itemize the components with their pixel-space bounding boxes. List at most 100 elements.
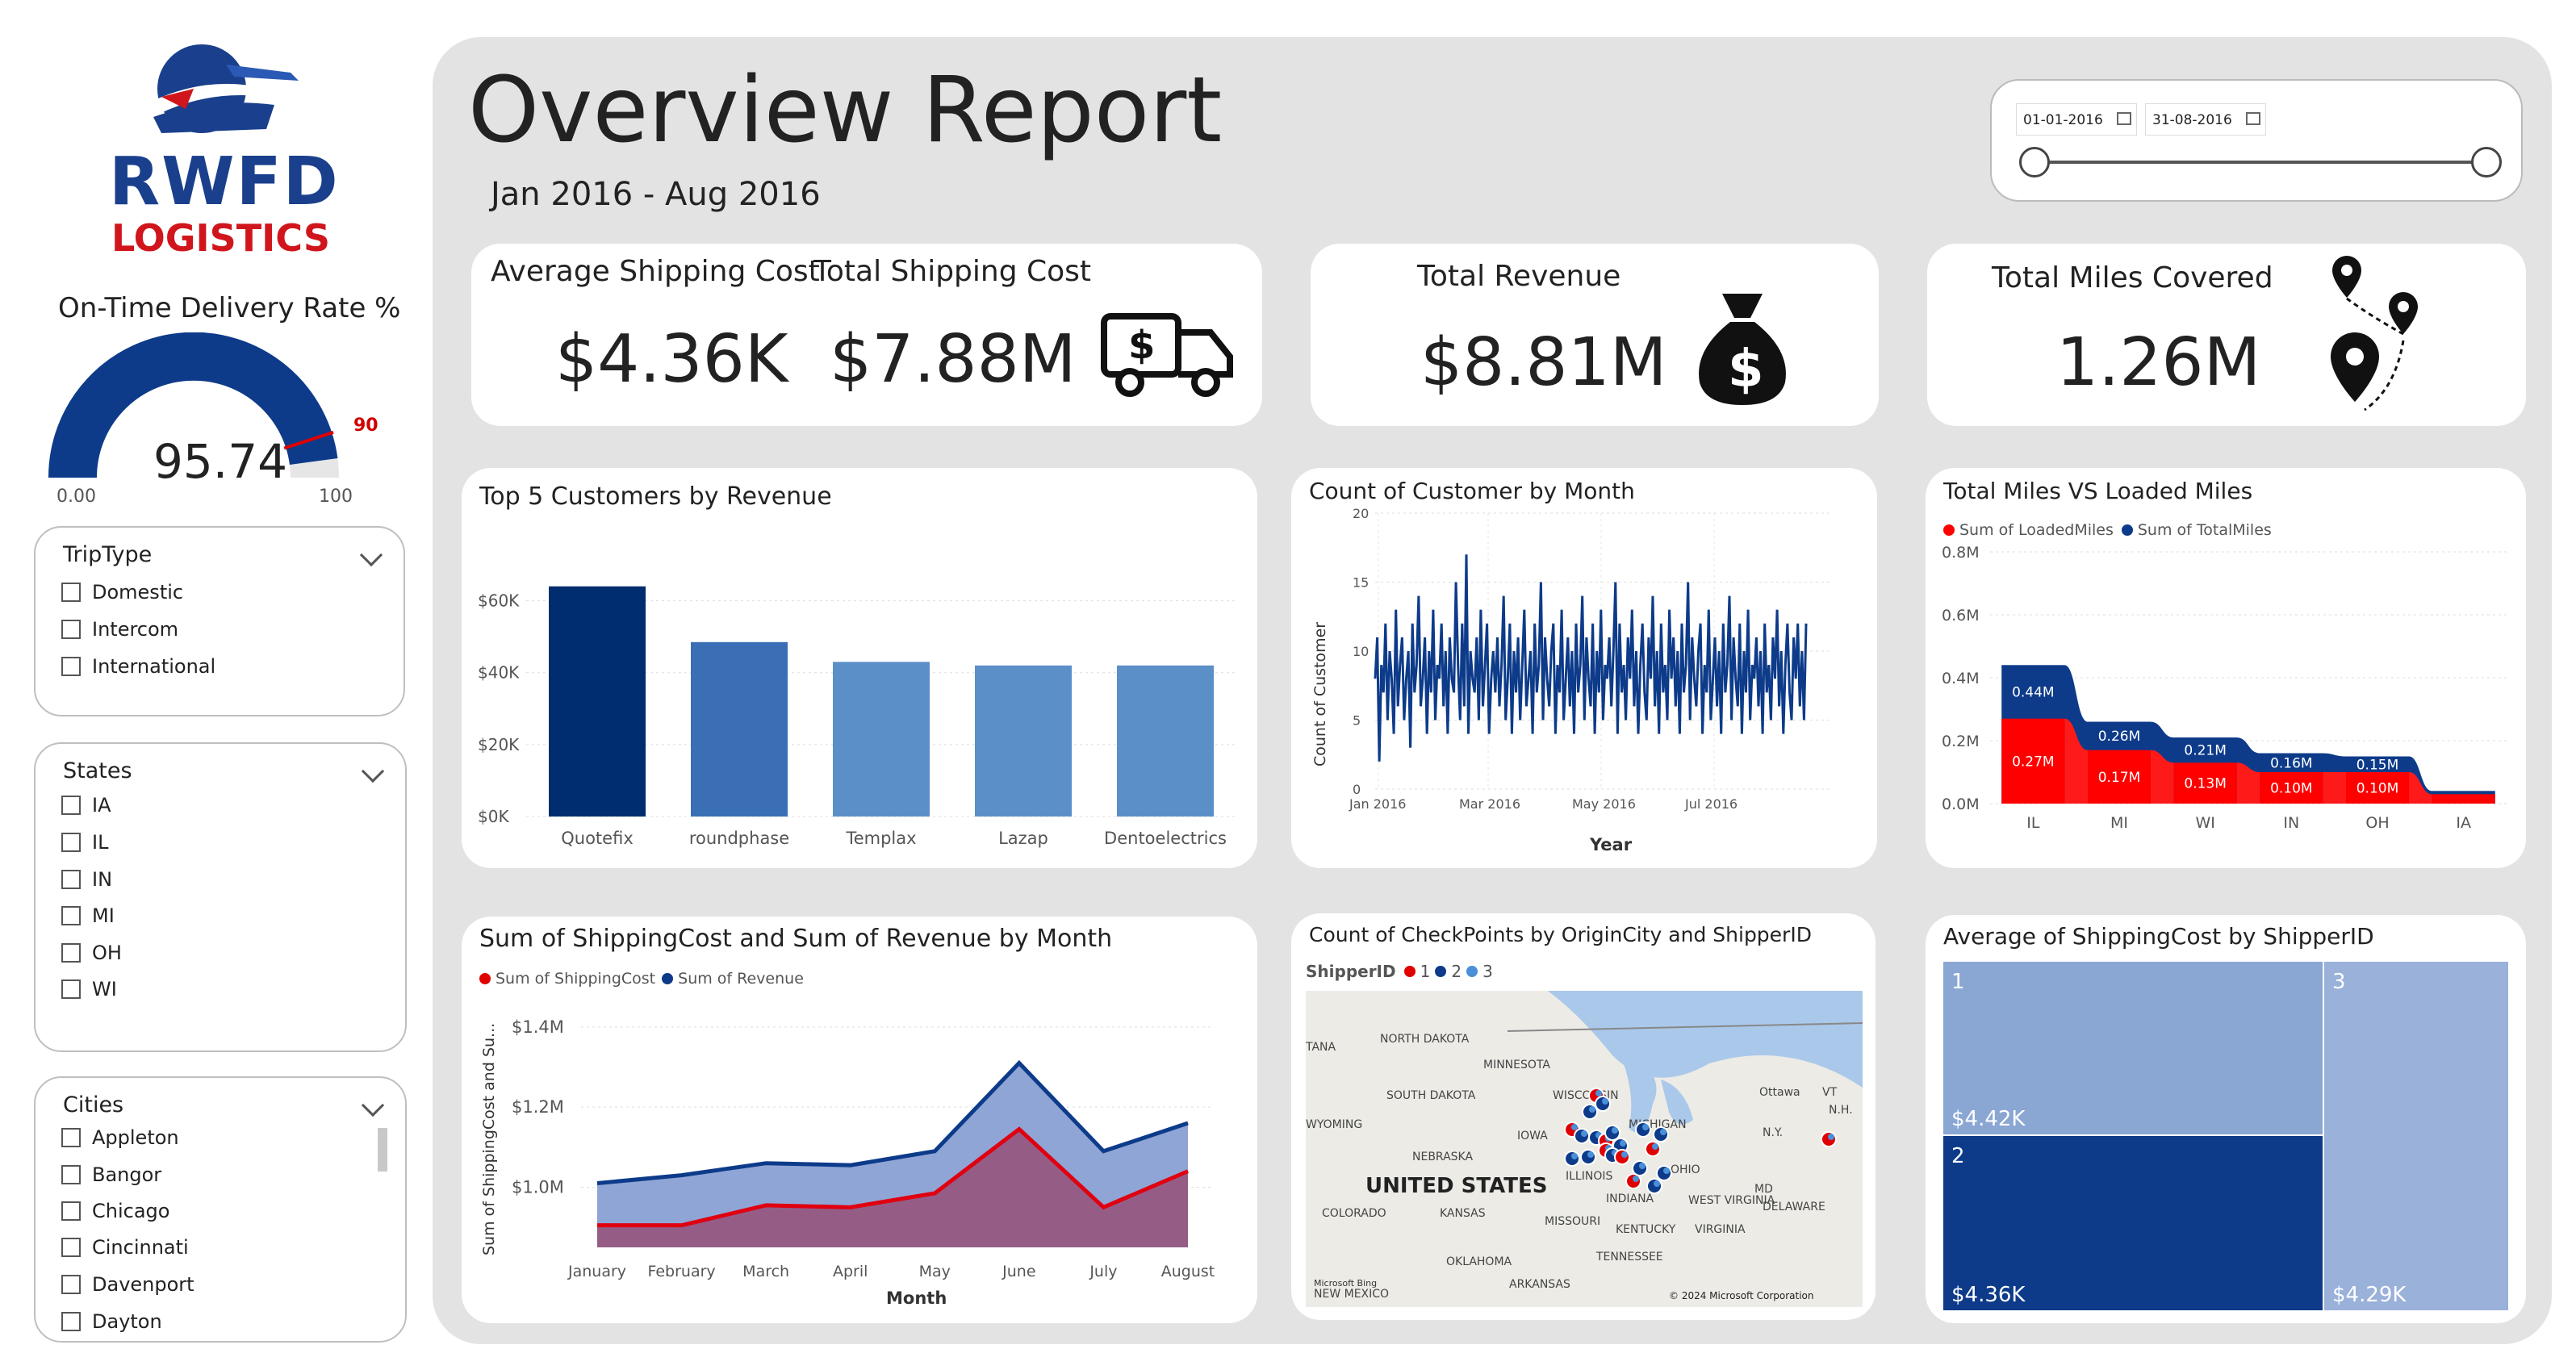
map-marker [1574,1128,1590,1144]
option-cincinnati[interactable]: Cincinnati [61,1236,189,1259]
option-ia[interactable]: IA [61,794,111,817]
calendar-icon[interactable] [2117,112,2131,125]
x-tick-label: MI [2110,814,2128,832]
revenue-line [596,1059,1189,1186]
y-tick-label: 0.4M [1942,670,1980,687]
checkbox[interactable] [61,1128,81,1147]
svg-text:Ottawa: Ottawa [1759,1086,1800,1099]
treemap-tile-2[interactable]: 2 $4.36K [1943,1136,2323,1310]
delivery-truck-icon: $ [1101,313,1233,397]
chevron-down-icon[interactable] [361,759,385,783]
checkbox[interactable] [61,943,81,963]
map-marker [1580,1149,1596,1165]
chevron-down-icon[interactable] [361,1093,385,1117]
checkbox[interactable] [61,620,81,639]
end-date-input[interactable]: 31-08-2016 [2145,103,2266,136]
checkbox[interactable] [61,583,81,602]
us-map[interactable]: NORTH DAKOTA MINNESOTA SOUTH DAKOTA WISC… [1306,991,1863,1307]
treemap-tile-3[interactable]: 3 $4.29K [2324,962,2508,1310]
miles-card: Total Miles VS Loaded Miles Sum of Loade… [1926,468,2526,868]
range-track[interactable] [2034,161,2486,164]
y-tick-label: $1.4M [512,1017,564,1037]
checkbox[interactable] [61,870,81,889]
checkbox[interactable] [61,1275,81,1294]
option-appleton[interactable]: Appleton [61,1126,179,1149]
brand-name: RWFD [109,144,340,220]
map-marker [1821,1131,1837,1147]
svg-text:MINNESOTA: MINNESOTA [1483,1059,1550,1071]
legend-dot-cost [479,973,491,984]
map-marker-inner [1660,1129,1666,1135]
brand-logo: RWFD LOGISTICS [105,40,338,260]
range-handle-end[interactable] [2471,147,2502,178]
ship-plane-icon [137,44,299,133]
calendar-icon[interactable] [2246,112,2260,125]
svg-text:TENNESSEE: TENNESSEE [1595,1251,1663,1263]
map-marker-inner [1581,1130,1587,1137]
option-il[interactable]: IL [61,831,108,854]
checkbox[interactable] [61,1201,81,1221]
option-chicago[interactable]: Chicago [61,1200,169,1222]
checkbox[interactable] [61,1165,81,1184]
treemap-tile-1[interactable]: 1 $4.42K [1943,962,2323,1134]
map-marker-inner [1633,1176,1639,1182]
option-in[interactable]: IN [61,868,112,891]
y-tick-label: 0 [1353,782,1361,797]
bar-dentoelectrics [1117,665,1214,817]
chevron-down-icon[interactable] [359,543,383,567]
checkbox[interactable] [61,906,81,925]
scrollbar[interactable] [378,1128,387,1172]
checkbox[interactable] [61,1312,81,1331]
map-marker-inner [1571,1124,1578,1130]
checkbox[interactable] [61,833,81,852]
chart-title: Count of Customer by Month [1309,478,1635,504]
svg-text:DELAWARE: DELAWARE [1763,1201,1825,1213]
svg-text:TANA: TANA [1306,1041,1336,1054]
svg-text:© 2024 Microsoft Corporation: © 2024 Microsoft Corporation [1669,1290,1813,1301]
y-tick-label: 0.6M [1942,607,1980,624]
bar-loaded-wi [2173,762,2237,804]
map-marker [1646,1178,1662,1194]
start-date-input[interactable]: 01-01-2016 [2016,103,2137,136]
option-bangor[interactable]: Bangor [61,1163,161,1186]
data-label-loaded: 0.10M [2270,781,2313,797]
map-marker-inner [1654,1180,1660,1187]
route-pins-icon [2331,256,2418,411]
bar-quotefix [549,586,646,817]
x-tick-label: Jul 2016 [1684,796,1738,812]
map-marker-inner [1602,1098,1608,1105]
option-domestic[interactable]: Domestic [61,581,183,604]
checkbox[interactable] [61,657,81,676]
option-oh[interactable]: OH [61,942,122,964]
svg-text:KENTUCKY: KENTUCKY [1616,1223,1676,1236]
checkbox[interactable] [61,979,81,999]
money-bag-icon: $ [1699,294,1786,405]
gauge-value: 95.74 [153,434,287,489]
option-davenport[interactable]: Davenport [61,1273,194,1296]
map-marker [1614,1149,1630,1165]
option-intercom[interactable]: Intercom [61,618,178,641]
svg-text:$: $ [1128,323,1155,368]
map-marker-inner [1663,1167,1670,1174]
option-dayton[interactable]: Dayton [61,1310,162,1333]
map-marker [1582,1104,1598,1120]
x-tick-label: May 2016 [1572,796,1636,812]
x-tick-label: Quotefix [561,829,634,848]
map-marker [1635,1121,1651,1138]
option-wi[interactable]: WI [61,978,117,1000]
x-tick-label: OH [2365,814,2389,832]
checkbox[interactable] [61,796,81,815]
revenue-value: $8.81M [1420,324,1667,401]
svg-text:ILLINOIS: ILLINOIS [1566,1170,1612,1183]
legend-dot-total [2121,524,2133,536]
y-tick-label: 0.0M [1942,796,1980,813]
data-label-loaded: 0.13M [2184,776,2227,792]
svg-text:MD: MD [1754,1183,1773,1196]
series-line-customers [1374,554,1808,762]
bar-loaded-oh [2346,772,2409,804]
checkbox[interactable] [61,1238,81,1257]
option-international[interactable]: International [61,655,215,678]
option-mi[interactable]: MI [61,904,115,927]
map-marker [1604,1125,1620,1141]
range-handle-start[interactable] [2019,147,2050,178]
